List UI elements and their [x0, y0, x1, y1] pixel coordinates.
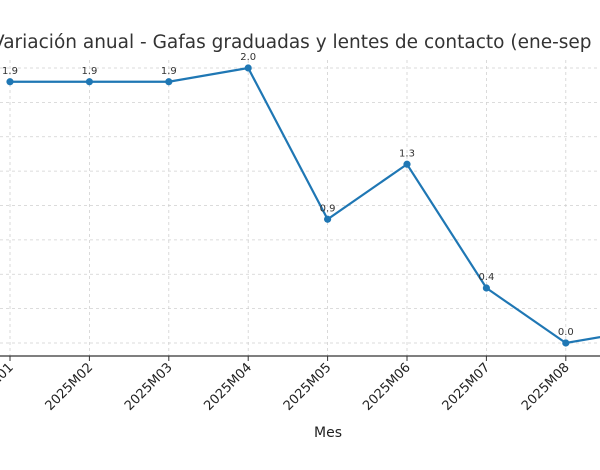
data-point	[165, 78, 173, 86]
data-point	[324, 215, 332, 223]
data-label: 1.9	[161, 66, 177, 77]
data-label: 2.0	[240, 52, 256, 63]
x-axis-label: Mes	[314, 425, 342, 441]
data-label: 0.9	[320, 203, 336, 214]
x-tick-label: 2025M06	[360, 360, 414, 414]
data-point	[482, 284, 490, 292]
x-tick-label: 2025M02	[43, 360, 97, 414]
x-tick-label: 2025M05	[281, 360, 335, 414]
grid	[0, 60, 600, 356]
x-ticks: 2025M01 2025M02 2025M03 2025M04 2025M05 2025M…	[0, 356, 600, 414]
data-points: 1.9 1.9 1.9 2.0 0.9 1.3 0.4 0.0	[2, 52, 574, 347]
data-point	[6, 78, 14, 86]
data-point	[244, 64, 252, 72]
x-tick-label: 2025M01	[0, 360, 17, 414]
chart-title: Variación anual - Gafas graduadas y lent…	[0, 32, 592, 53]
data-point	[403, 160, 411, 168]
x-tick-label: 2025M04	[201, 360, 255, 414]
data-point	[562, 339, 570, 347]
data-label: 0.0	[558, 327, 574, 338]
x-tick-label: 2025M08	[519, 360, 573, 414]
data-label: 1.3	[399, 148, 415, 159]
data-label: 1.9	[2, 66, 18, 77]
x-tick-label: 2025M03	[122, 360, 176, 414]
x-tick-label: 2025M07	[440, 360, 494, 414]
data-label: 1.9	[81, 66, 97, 77]
data-point	[85, 78, 93, 86]
data-label: 0.4	[478, 272, 494, 283]
